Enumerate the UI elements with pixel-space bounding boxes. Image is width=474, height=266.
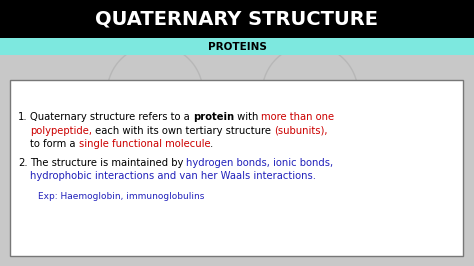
Text: with: with <box>234 112 262 122</box>
Text: 2.: 2. <box>18 158 27 168</box>
Text: more than one: more than one <box>262 112 335 122</box>
Text: The structure is maintained by: The structure is maintained by <box>30 158 186 168</box>
Text: .: . <box>210 139 213 149</box>
FancyBboxPatch shape <box>10 80 463 256</box>
Text: 1.: 1. <box>18 112 27 122</box>
Text: protein: protein <box>193 112 234 122</box>
Text: (subunits),: (subunits), <box>274 126 328 135</box>
Text: polypeptide,: polypeptide, <box>30 126 92 135</box>
Text: hydrophobic interactions and van her Waals interactions.: hydrophobic interactions and van her Waa… <box>30 171 316 181</box>
Text: Quaternary structure refers to a: Quaternary structure refers to a <box>30 112 193 122</box>
Text: Exp: Haemoglobin, immunoglobulins: Exp: Haemoglobin, immunoglobulins <box>38 192 204 201</box>
Text: to form a: to form a <box>30 139 79 149</box>
Bar <box>0 38 474 55</box>
Text: PROTEINS: PROTEINS <box>208 41 266 52</box>
Text: QUATERNARY STRUCTURE: QUATERNARY STRUCTURE <box>95 10 379 28</box>
Text: each with its own tertiary structure: each with its own tertiary structure <box>92 126 274 135</box>
Text: single functional molecule: single functional molecule <box>79 139 210 149</box>
Text: hydrogen bonds, ionic bonds,: hydrogen bonds, ionic bonds, <box>186 158 334 168</box>
Bar <box>0 0 474 38</box>
